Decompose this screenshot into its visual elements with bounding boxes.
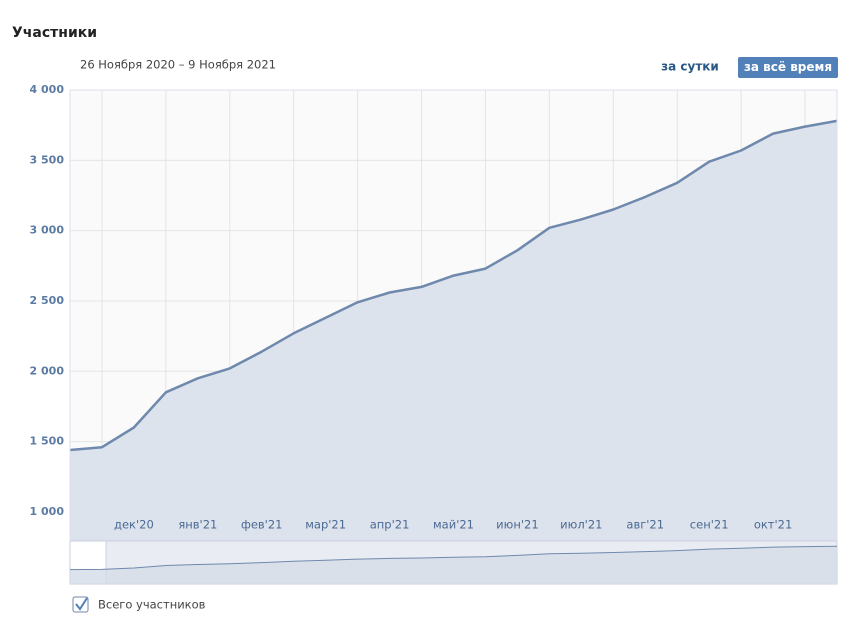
x-tick-label: июн'21: [496, 518, 538, 532]
section-title: Участники: [12, 25, 97, 41]
plot-border: [69, 89, 838, 541]
all-button[interactable]: за всё время: [744, 60, 832, 74]
nav-line: [69, 545, 838, 571]
nav-fill: [70, 546, 837, 584]
y-tick-label: 1 000: [30, 505, 65, 518]
x-tick-label: авг'21: [626, 518, 664, 532]
checkmark: [75, 597, 88, 611]
x-tick-label: фев'21: [241, 518, 282, 532]
plot: [69, 119, 838, 541]
y-tick-label: 3 000: [30, 224, 65, 237]
y-tick-label: 3 500: [30, 153, 65, 166]
y-tick-label: 2 000: [30, 364, 65, 377]
y-tick-label: 4 000: [30, 83, 65, 96]
navigator-plot: [69, 545, 838, 584]
day-button[interactable]: за сутки: [661, 60, 719, 74]
legend-label[interactable]: Всего участников: [98, 598, 206, 612]
series-line: [69, 119, 838, 452]
date-range: 26 Ноября 2020 – 9 Ноября 2021: [80, 58, 276, 72]
x-tick-label: апр'21: [370, 518, 410, 532]
x-tick-label: май'21: [433, 518, 474, 532]
y-tick-label: 1 500: [30, 435, 65, 448]
x-tick-label: окт'21: [754, 518, 792, 532]
x-tick-label: сен'21: [690, 518, 729, 532]
x-tick-label: дек'20: [114, 518, 154, 532]
area-fill: [70, 120, 837, 541]
all-button-bg[interactable]: [738, 57, 838, 78]
x-tick-label: янв'21: [178, 518, 217, 532]
x-tick-label: мар'21: [305, 518, 346, 532]
x-tick-label: июл'21: [560, 518, 602, 532]
y-tick-label: 2 500: [30, 294, 65, 307]
